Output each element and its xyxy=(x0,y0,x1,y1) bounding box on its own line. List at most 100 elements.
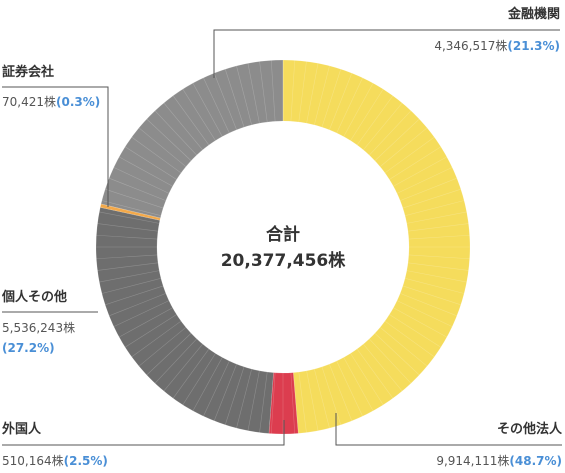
label-individual-percent: (27.2%) xyxy=(2,341,55,355)
leader-lines xyxy=(2,29,562,446)
slice-securities xyxy=(99,203,161,221)
stripe-line xyxy=(259,371,268,433)
stripe-line xyxy=(400,177,457,201)
stripe-line xyxy=(384,320,435,358)
label-financial-shares: 4,346,517株 xyxy=(434,38,507,53)
stripe-line xyxy=(350,88,384,141)
stripe-line xyxy=(259,61,268,123)
stripe-line xyxy=(138,327,187,367)
stripe-line xyxy=(118,307,173,338)
stripe-line xyxy=(131,136,182,174)
stripe-line xyxy=(407,262,469,271)
stripe-line xyxy=(408,254,470,260)
label-other-corp-shares: 9,914,111株 xyxy=(436,453,509,468)
stripe-line xyxy=(99,211,160,224)
stripe-line xyxy=(109,293,166,317)
stripe-line xyxy=(172,348,210,399)
stripe-line xyxy=(329,364,353,421)
stripe-line xyxy=(99,270,160,283)
stripe-line xyxy=(247,370,260,431)
stripe-line xyxy=(163,343,203,392)
label-foreign-value: 510,164株(2.5%) xyxy=(2,453,108,468)
stripe-line xyxy=(270,372,276,434)
stripe-line xyxy=(379,127,428,167)
stripe-line xyxy=(306,370,319,431)
stripe-line xyxy=(402,188,461,209)
stripe-line xyxy=(101,200,162,216)
stripe-line xyxy=(113,300,170,327)
stripe-line xyxy=(374,333,420,376)
stripe-line xyxy=(384,136,435,174)
stripe-line xyxy=(97,262,159,271)
stripe-line xyxy=(101,278,162,294)
stripe-line xyxy=(298,61,307,123)
stripe-line xyxy=(356,95,394,146)
stripe-line xyxy=(389,314,442,348)
slice-financial xyxy=(100,59,284,219)
leader-financial xyxy=(213,29,560,78)
stripe-line xyxy=(306,63,319,124)
label-individual-shares: 5,536,243株 xyxy=(2,320,75,335)
stripe-line xyxy=(374,118,420,161)
stripe-line xyxy=(146,118,192,161)
stripe-line xyxy=(343,357,374,412)
stripe-line xyxy=(321,69,342,128)
stripe-line xyxy=(213,364,237,421)
stripe-line xyxy=(404,200,465,216)
slice-individual xyxy=(95,206,274,434)
stripe-line xyxy=(407,223,469,232)
label-foreign-name: 外国人 xyxy=(1,421,42,437)
center-total-value: 20,377,456株 xyxy=(221,250,347,271)
stripe-line xyxy=(124,146,177,180)
label-financial-value: 4,346,517株(21.3%) xyxy=(434,38,560,53)
stripe-line xyxy=(314,368,330,429)
stripe-line xyxy=(113,167,170,194)
stripe-line xyxy=(336,360,363,417)
stripe-line xyxy=(224,69,245,128)
stripe-line xyxy=(400,293,457,317)
stripe-line xyxy=(182,353,216,406)
label-other-corp-percent: (48.7%) xyxy=(509,454,562,468)
stripe-line xyxy=(343,82,374,137)
slice-foreign xyxy=(268,372,299,435)
stripe-line xyxy=(192,82,223,137)
stripe-line xyxy=(131,320,182,358)
stripe-line xyxy=(298,371,307,433)
label-securities-value: 70,421株(0.3%) xyxy=(2,94,100,109)
label-financial-name: 金融機関 xyxy=(507,6,560,22)
stripe-line xyxy=(96,234,158,240)
stripe-line xyxy=(369,110,412,156)
stripe-line xyxy=(314,65,330,126)
stripe-line xyxy=(406,270,467,283)
stripe-line xyxy=(350,353,384,406)
slice-stripes xyxy=(96,60,470,434)
label-other-corp-name: その他法人 xyxy=(497,421,563,437)
stripe-line xyxy=(154,110,197,156)
label-securities-name: 証券会社 xyxy=(2,64,54,80)
stripe-line xyxy=(213,73,237,130)
stripe-line xyxy=(406,211,467,224)
stripe-line xyxy=(329,73,353,130)
stripe-line xyxy=(105,285,164,306)
stripe-line xyxy=(290,372,296,434)
label-foreign-shares: 510,164株 xyxy=(2,453,64,468)
stripe-line xyxy=(138,127,187,167)
stripe-line xyxy=(404,278,465,294)
stripe-line xyxy=(146,333,192,376)
center-total-label: 合計 xyxy=(266,224,300,245)
stripe-line xyxy=(203,360,230,417)
stripe-line xyxy=(247,63,260,124)
stripe-line xyxy=(236,65,252,126)
stripe-line xyxy=(363,102,403,151)
stripe-line xyxy=(97,223,159,232)
stripe-line xyxy=(182,88,216,141)
stripe-line xyxy=(369,338,412,384)
label-financial-percent: (21.3%) xyxy=(507,39,560,53)
stripe-line xyxy=(224,366,245,425)
donut-slices xyxy=(95,59,471,435)
stripe-line xyxy=(356,348,394,399)
stripe-line xyxy=(105,188,164,209)
stripe-line xyxy=(393,307,448,338)
stripe-line xyxy=(118,156,173,187)
